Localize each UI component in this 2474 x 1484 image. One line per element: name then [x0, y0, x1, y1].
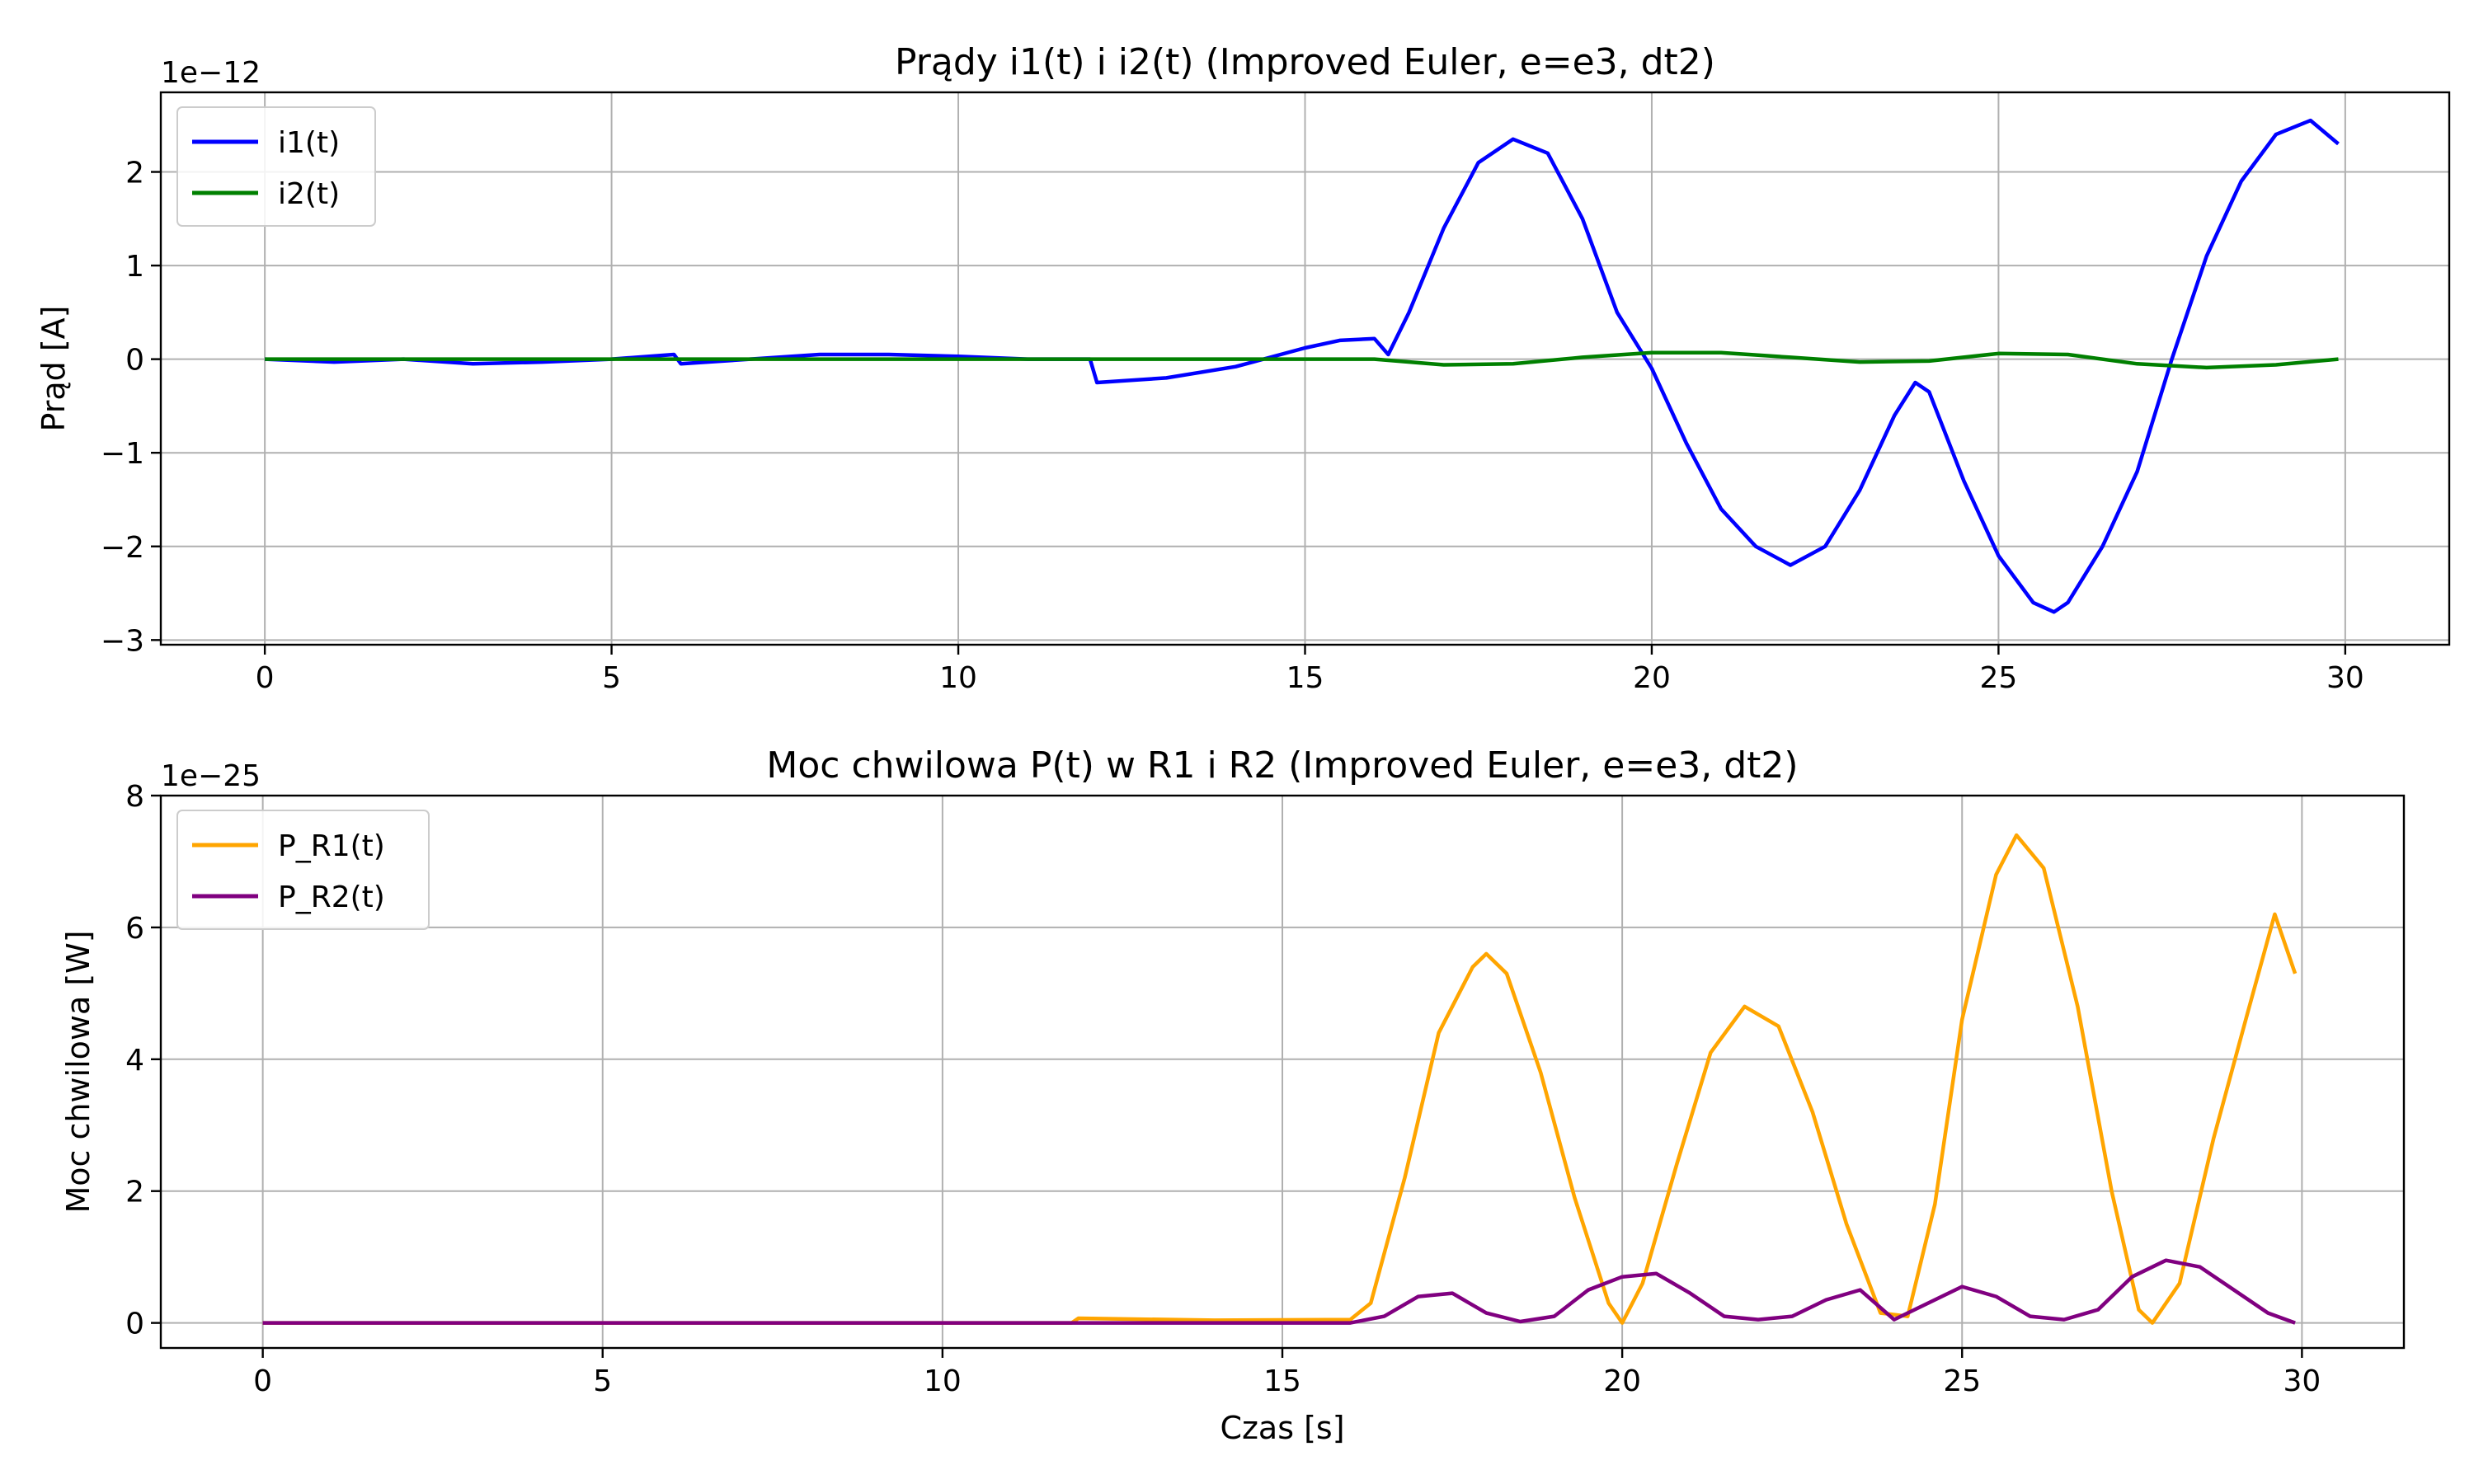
y-tick-label: −1	[101, 437, 144, 471]
y-tick-label: 1	[125, 250, 144, 284]
legend-entry: P_R2(t)	[278, 881, 385, 914]
y-tick-label: 2	[125, 1176, 144, 1209]
x-tick-label: 10	[939, 661, 977, 695]
x-tick-label: 20	[1633, 661, 1671, 695]
chart-title: Moc chwilowa P(t) w R1 i R2 (Improved Eu…	[766, 744, 1798, 787]
y-axis-label: Prąd [A]	[35, 305, 72, 431]
y-tick-label: 0	[125, 1308, 144, 1341]
y-tick-label: 6	[125, 912, 144, 946]
x-tick-label: 15	[1286, 661, 1324, 695]
y-tick-label: 0	[125, 344, 144, 378]
x-axis-label: Czas [s]	[1220, 1410, 1344, 1446]
legend-entry: P_R1(t)	[278, 829, 385, 863]
y-tick-label: 4	[125, 1044, 144, 1078]
y-tick-label: 2	[125, 157, 144, 190]
x-tick-label: 20	[1603, 1364, 1641, 1398]
y-tick-label: −2	[101, 531, 144, 565]
x-tick-label: 25	[1943, 1364, 1981, 1398]
series-line-P_R1(t)	[262, 833, 2298, 1325]
x-tick-label: 30	[2283, 1364, 2321, 1398]
x-tick-label: 15	[1263, 1364, 1301, 1398]
series-line-i1(t)	[265, 118, 2340, 614]
x-tick-label: 5	[602, 661, 621, 695]
legend-box	[176, 810, 430, 930]
x-tick-label: 10	[924, 1364, 962, 1398]
y-axis-label: Moc chwilowa [W]	[60, 930, 96, 1213]
x-tick-label: 25	[1980, 661, 2018, 695]
bottom-chart-panel: 0 5 10 15 20 25 30 0 2 4 6 8 1e−25 Moc chwilowa P(t) …	[60, 744, 2406, 1446]
legend-entry: i2(t)	[278, 177, 340, 211]
top-chart-panel: 0 5 10 15 20 25 30 −3 −2 −1 0 1 2 1e−12 Prądy i1(t) i …	[35, 41, 2451, 695]
x-tick-label: 30	[2326, 661, 2364, 695]
series-line-i2(t)	[265, 350, 2339, 370]
x-tick-label: 0	[253, 1364, 272, 1398]
y-tick-label: 8	[125, 780, 144, 814]
y-tick-label: −3	[101, 624, 144, 658]
chart-title: Prądy i1(t) i i2(t) (Improved Euler, e=e…	[895, 41, 1715, 83]
series-line-P_R2(t)	[262, 1258, 2296, 1325]
x-tick-label: 0	[256, 661, 275, 695]
y-offset-label: 1e−25	[161, 759, 261, 793]
legend-box	[176, 106, 376, 227]
x-tick-label: 5	[593, 1364, 612, 1398]
legend-entry: i1(t)	[278, 126, 340, 160]
y-offset-label: 1e−12	[161, 56, 261, 90]
